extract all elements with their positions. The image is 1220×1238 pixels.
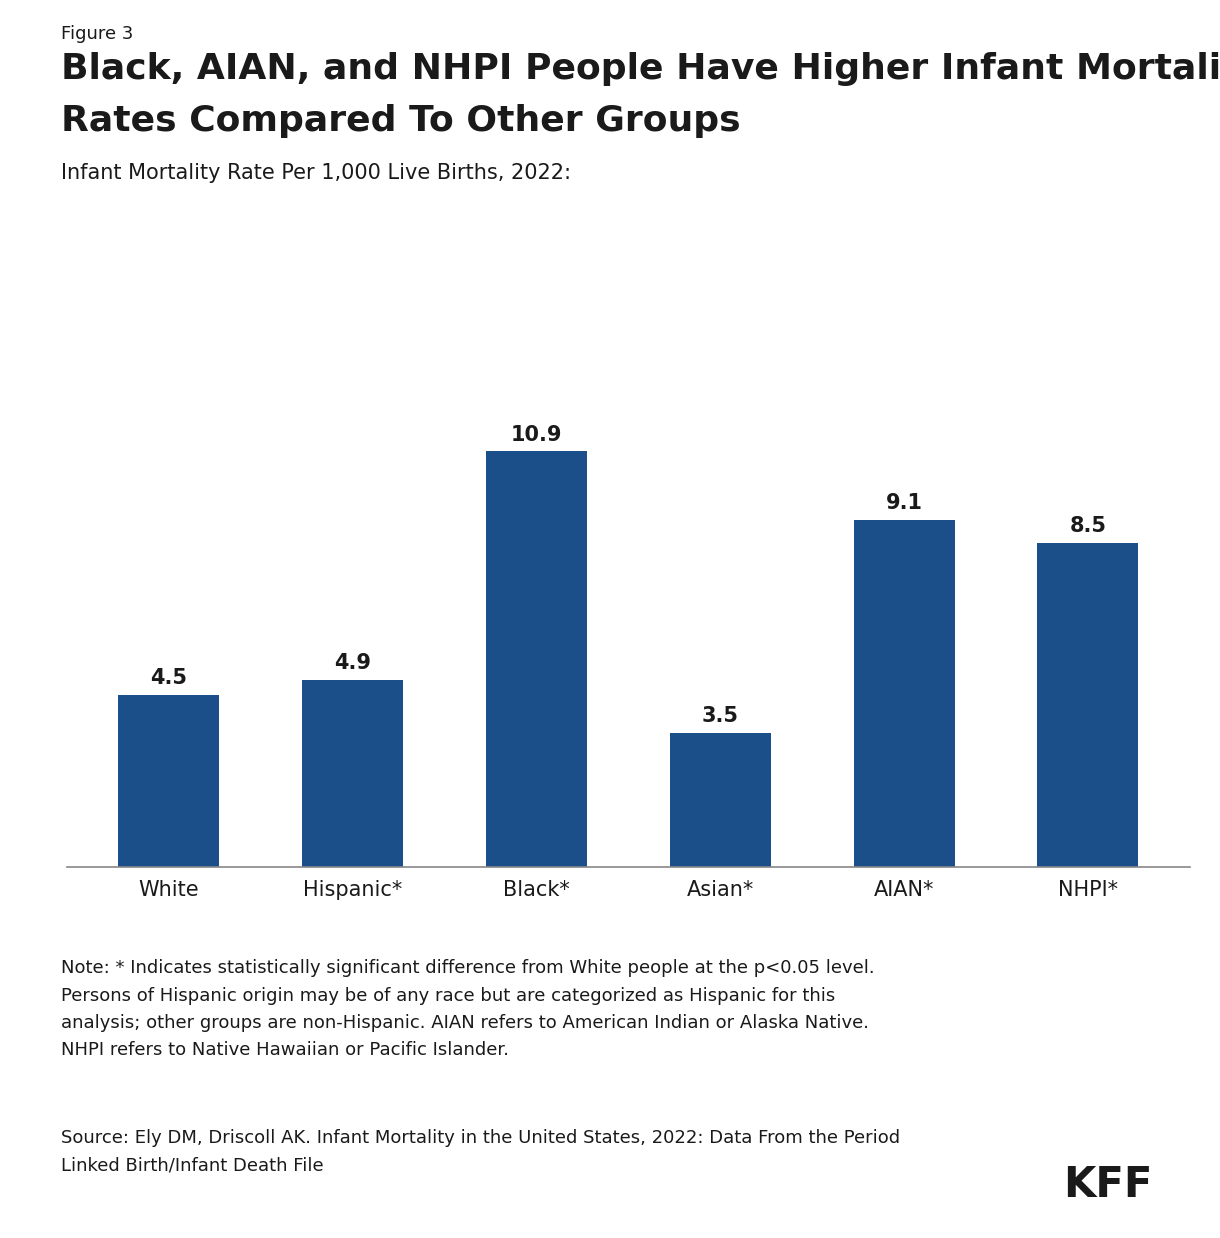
Text: Figure 3: Figure 3 — [61, 25, 133, 43]
Text: Rates Compared To Other Groups: Rates Compared To Other Groups — [61, 104, 741, 137]
Text: KFF: KFF — [1064, 1164, 1153, 1206]
Text: 8.5: 8.5 — [1070, 516, 1107, 536]
Text: 4.5: 4.5 — [150, 669, 187, 688]
Text: Note: * Indicates statistically significant difference from White people at the : Note: * Indicates statistically signific… — [61, 959, 875, 1058]
Bar — [1037, 542, 1138, 867]
Text: Black, AIAN, and NHPI People Have Higher Infant Mortality: Black, AIAN, and NHPI People Have Higher… — [61, 52, 1220, 85]
Text: 9.1: 9.1 — [886, 493, 922, 513]
Text: 10.9: 10.9 — [511, 425, 562, 444]
Text: 3.5: 3.5 — [702, 707, 739, 727]
Text: Infant Mortality Rate Per 1,000 Live Births, 2022:: Infant Mortality Rate Per 1,000 Live Bir… — [61, 163, 571, 183]
Bar — [303, 680, 403, 867]
Bar — [670, 733, 771, 867]
Bar — [854, 520, 954, 867]
Text: 4.9: 4.9 — [334, 654, 371, 673]
Text: Source: Ely DM, Driscoll AK. Infant Mortality in the United States, 2022: Data F: Source: Ely DM, Driscoll AK. Infant Mort… — [61, 1129, 900, 1174]
Bar — [118, 696, 220, 867]
Bar — [486, 452, 587, 867]
